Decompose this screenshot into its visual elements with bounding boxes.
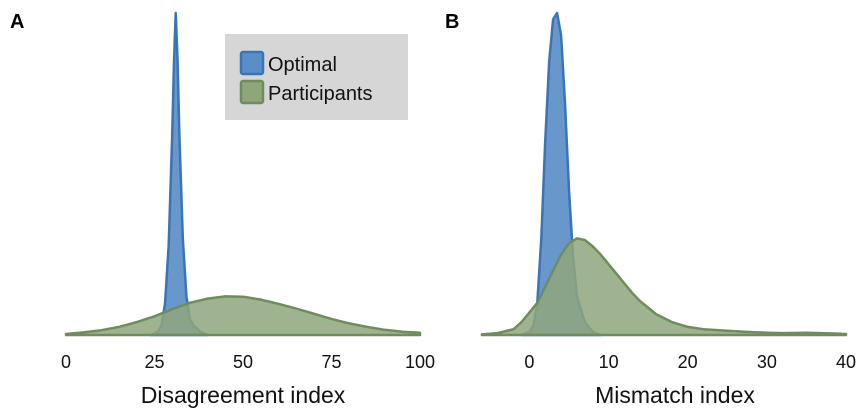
- legend-background: [225, 34, 408, 120]
- legend-label-optimal: Optimal: [268, 54, 337, 76]
- legend-label-participants: Participants: [268, 83, 373, 105]
- panel-a-x-tick-label: 100: [405, 352, 435, 372]
- panel-b-participants-density-area: [480, 237, 848, 337]
- panel-b-x-tick-label: 10: [599, 352, 619, 372]
- panel-b-x-tick-label: 20: [678, 352, 698, 372]
- panel-a-x-tick-label: 25: [144, 352, 164, 372]
- panel-a-x-tick-label: 50: [233, 352, 253, 372]
- panel-b-x-tick-label: 40: [836, 352, 856, 372]
- legend: Optimal Participants: [225, 34, 408, 120]
- panel-b: B 0 10 20 30 40 Mismatch index: [445, 11, 856, 408]
- panel-a-participants-density-area: [64, 295, 422, 337]
- panel-b-density-areas: [480, 11, 848, 337]
- panel-a-x-tick-label: 0: [61, 352, 71, 372]
- panel-a-letter: A: [10, 11, 24, 33]
- panel-b-x-tick-label: 0: [524, 352, 534, 372]
- panel-a-density-areas: [64, 11, 422, 337]
- legend-swatch-optimal: [239, 50, 265, 76]
- panel-a-optimal-density-area: [149, 11, 209, 337]
- panel-a-x-ticks: 0 25 50 75 100: [61, 352, 435, 372]
- panel-a-x-axis-label: Disagreement index: [141, 382, 346, 408]
- panel-a: A 0 25 50 75 100 Disagreement index: [10, 11, 435, 408]
- panel-b-x-tick-label: 30: [757, 352, 777, 372]
- legend-swatch-participants: [239, 79, 265, 105]
- panel-b-x-axis-label: Mismatch index: [595, 382, 755, 408]
- panel-b-x-ticks: 0 10 20 30 40: [524, 352, 856, 372]
- panel-b-letter: B: [445, 11, 459, 33]
- panel-a-x-tick-label: 75: [321, 352, 341, 372]
